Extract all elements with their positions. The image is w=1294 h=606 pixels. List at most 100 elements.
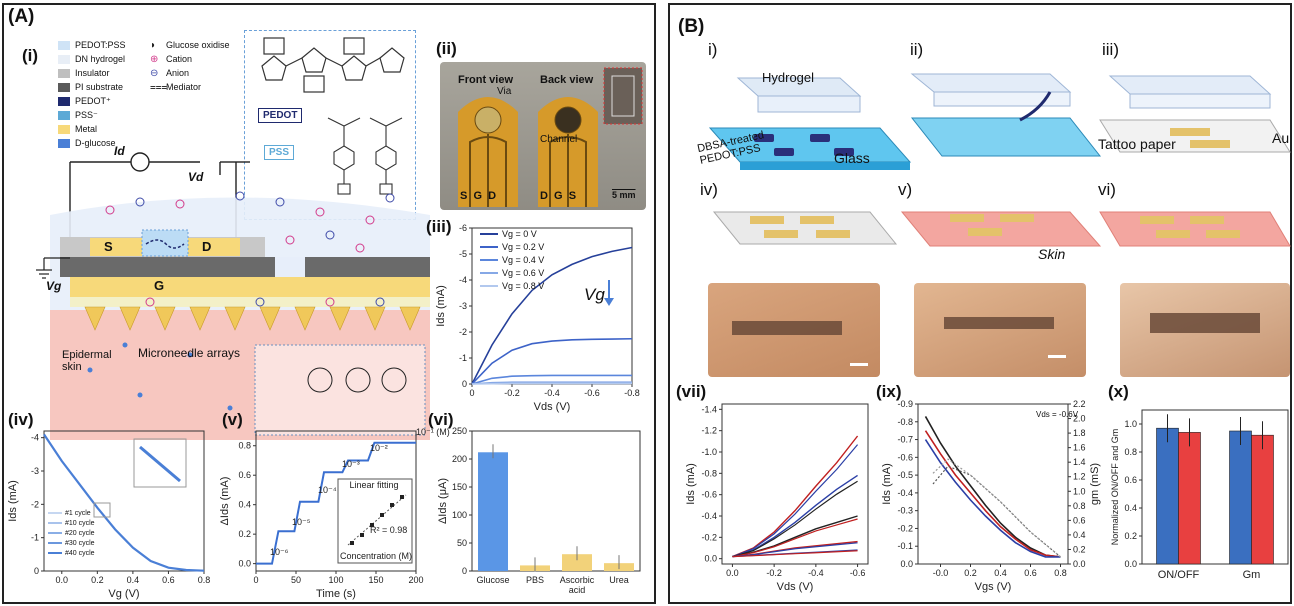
y-tick-label: -0.2 [701, 532, 717, 542]
y-tick-label: 0.0 [704, 554, 717, 564]
a-iii-legend-line [480, 284, 498, 287]
y-tick-label: -1 [459, 353, 467, 363]
a-iv-legend: #1 cycle #10 cycle #20 cycle #30 cycle #40 c… [48, 508, 95, 558]
a-iii-legend-item: Vg = 0.8 V [480, 279, 544, 292]
inset-point [390, 503, 394, 507]
bar [1251, 434, 1274, 565]
concentration-step-label: 10⁻¹ (M) [416, 427, 450, 437]
y-tick-label: -1 [31, 533, 39, 543]
a-i-legend: PEDOT:PSS DN hydrogel Insulator PI substrat… [58, 38, 126, 150]
legend2-label: Mediator [166, 82, 202, 92]
drain-label: D [202, 239, 212, 254]
x-tick-label: -0.4 [544, 388, 560, 398]
x-tick-label: -0.2 [504, 388, 520, 398]
plot-frame [43, 430, 205, 572]
y-tick-label: 0.8 [1124, 447, 1137, 457]
a-iii-legend-item: Vg = 0.2 V [480, 240, 544, 253]
x-tick-label: 0 [469, 388, 474, 398]
series-line [471, 337, 633, 385]
vg-down-arrow-icon [604, 280, 614, 306]
step-iii-label: iii) [1102, 40, 1119, 59]
panel-b-vii-label: (vii) [676, 382, 707, 401]
legend-label: PEDOT⁺ [75, 95, 111, 106]
y2-tick-label: 0.4 [1073, 530, 1086, 540]
concentration-step-label: 10⁻³ [342, 459, 360, 469]
y2-axis-label: gm (mS) [1089, 463, 1101, 505]
a-iv-legend-line [48, 542, 62, 544]
a-iii-legend-item: Vg = 0.6 V [480, 266, 544, 279]
y-tick-label: -0.8 [701, 468, 717, 478]
legend-swatch [58, 124, 70, 134]
y-tick-label: 0.0 [238, 559, 251, 569]
x-tick-label: 0.6 [1024, 568, 1037, 578]
x-tick-label: 0.2 [964, 568, 977, 578]
y2-tick-label: 1.6 [1073, 443, 1086, 453]
chart-b-x: 0.0 0.2 0.4 0.6 0.8 1.0 Normalized ON/OFF and … [1110, 409, 1289, 581]
y-tick-label: -2 [459, 327, 467, 337]
x-tick-label: 50 [291, 575, 301, 585]
legend-label: PSS⁻ [75, 109, 98, 120]
a-iv-legend-item: #40 cycle [48, 548, 95, 558]
x-category-label: Ascorbic [560, 575, 595, 585]
legend-item: Metal [58, 122, 126, 136]
inset-point [400, 495, 404, 499]
y-tick-label: 250 [452, 426, 467, 436]
epidermal-label: Epidermal skin [62, 349, 112, 373]
y-tick-label: 0 [34, 566, 39, 576]
x-axis-label: Vds (V) [534, 401, 571, 413]
y-tick-label: -0.7 [897, 435, 913, 445]
pedot-structure [261, 37, 405, 93]
legend-label: Metal [75, 124, 98, 134]
legend-item: PEDOT⁺ [58, 94, 126, 108]
gm-curve [932, 458, 1061, 558]
legend-swatch [58, 96, 70, 106]
x-tick-label: 0.0 [56, 575, 69, 585]
legend-item: DN hydrogel [58, 52, 126, 66]
a-iii-legend-line [480, 271, 498, 274]
a-iv-legend-label: #20 cycle [65, 529, 95, 537]
panel-a-v-label: (v) [222, 410, 243, 429]
chart-a-iii: 0 -0.2 -0.4 -0.6 -0.8 0 -1 -2 -3 -4 -5 -6 Vds (V) Ids… [435, 223, 640, 413]
legend-label: Insulator [75, 68, 110, 78]
vd-label: Vd [188, 170, 204, 184]
pss-label: PSS [264, 145, 295, 160]
x-tick-label: 0 [253, 575, 258, 585]
inset-title: Linear fitting [349, 480, 398, 490]
y-tick-label: -0.3 [897, 506, 913, 516]
panel-a-ii-label: (ii) [436, 39, 457, 58]
legend-swatch [58, 82, 70, 92]
zoom-inset-line [139, 445, 181, 483]
series-line [471, 246, 633, 385]
x-category-label: Urea [609, 575, 629, 585]
a-iv-legend-item: #20 cycle [48, 528, 95, 538]
legend-swatch [58, 138, 70, 148]
x-tick-label: 100 [328, 575, 343, 585]
x-tick-label: 0.8 [198, 575, 211, 585]
y-tick-label: 0.8 [238, 441, 251, 451]
x-tick-label: -0.0 [933, 568, 949, 578]
concentration-step-label: 10⁻⁶ [270, 547, 289, 557]
y-tick-label: 0.0 [900, 559, 913, 569]
a-iv-legend-label: #40 cycle [65, 549, 95, 557]
fit-line [347, 494, 407, 546]
concentration-step-label: 10⁻⁵ [292, 517, 311, 527]
legend-item: PI substrate [58, 80, 126, 94]
step-ii-label: ii) [910, 40, 924, 59]
scale-bar-label: 5 mm [612, 190, 636, 200]
inset-x-label: Concentration (M) [340, 551, 412, 561]
y2-tick-label: 1.0 [1073, 486, 1086, 496]
chart-b-vii: 0.0 -0.2 -0.4 -0.6 0.0 -0.2 -0.4 -0.6 -0.8 -1.0 -1… [685, 403, 869, 593]
legend-item: PEDOT:PSS [58, 38, 126, 52]
legend-label: PI substrate [75, 82, 124, 92]
x-category-label: Glucose [476, 575, 509, 585]
x-tick-label: 0.2 [91, 575, 104, 585]
plot-frame [1141, 409, 1289, 565]
glass-label: Glass [834, 150, 870, 166]
chart-b-ix: -0.0 0.2 0.4 0.6 0.8 0.0 -0.1 -0.2 -0.3 -0.4 -0.5 -… [881, 399, 1101, 593]
y-tick-label: 1.0 [1124, 419, 1137, 429]
series-line [471, 382, 632, 385]
y-tick-label: 200 [452, 454, 467, 464]
legend-swatch [58, 40, 70, 50]
a-iv-legend-item: #1 cycle [48, 508, 95, 518]
series-line [43, 433, 205, 572]
